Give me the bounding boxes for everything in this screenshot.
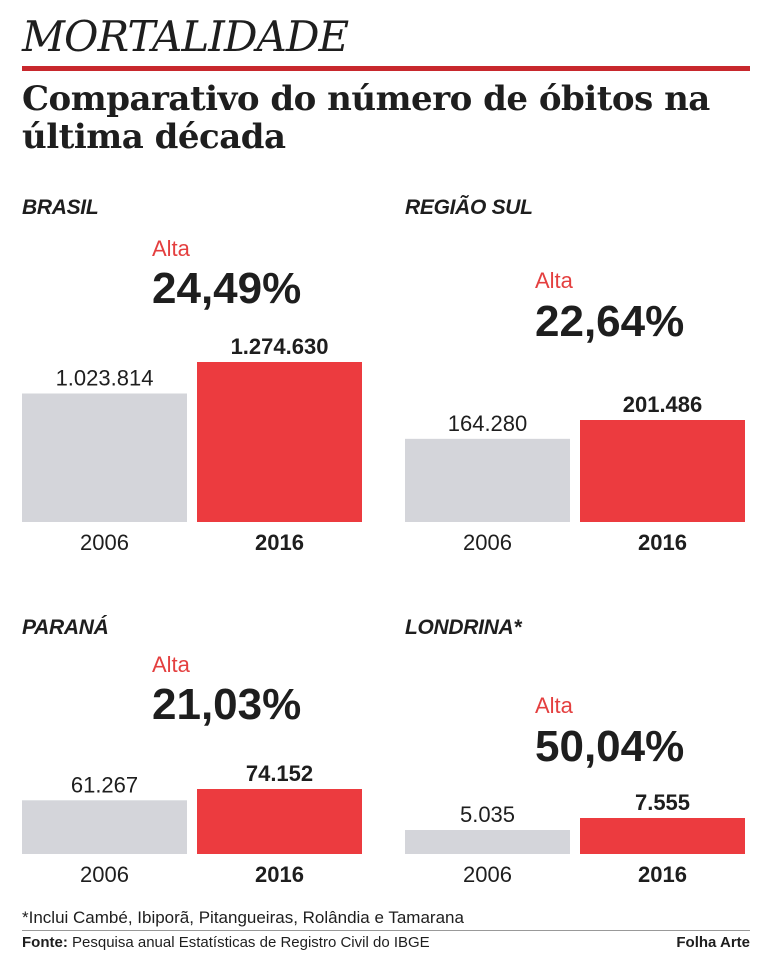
source-text: Pesquisa anual Estatísticas de Registro …	[72, 934, 430, 951]
panel-brasil: BRASIL Alta 24,49% 1.023.814 2006 1.274.630 2…	[22, 196, 367, 556]
panel-title-brasil: BRASIL	[22, 196, 99, 219]
data-label-2006: 1.023.814	[56, 365, 154, 390]
footer-rule	[22, 930, 750, 931]
data-label-2016: 1.274.630	[231, 334, 329, 359]
tick-label-2006: 2006	[80, 530, 129, 555]
chart-regiao-sul: Alta 22,64% 164.280 2006 201.486 2016	[405, 268, 745, 555]
panel-title-regiao-sul: REGIÃO SUL	[405, 196, 533, 219]
change-value: 22,64%	[535, 297, 684, 346]
chart-brasil: Alta 24,49% 1.023.814 2006 1.274.630 2016	[22, 236, 362, 555]
panel-londrina: LONDRINA* Alta 50,04% 5.035 2006 7.555 2016	[405, 616, 750, 976]
data-label-2006: 5.035	[460, 802, 515, 827]
data-label-2016: 74.152	[246, 761, 313, 786]
bar-2006	[405, 438, 570, 522]
bar-2016	[580, 818, 745, 854]
change-label: Alta	[152, 652, 191, 677]
bar-2006	[22, 393, 187, 522]
bar-2016	[197, 362, 362, 522]
tick-label-2016: 2016	[255, 862, 304, 887]
data-label-2016: 7.555	[635, 790, 690, 815]
header-rule	[22, 66, 750, 71]
footnote: *Inclui Cambé, Ibiporã, Pitangueiras, Ro…	[22, 908, 464, 927]
panel-parana: PARANÁ Alta 21,03% 61.267 2006 74.152 2016	[22, 616, 367, 976]
tick-label-2006: 2006	[80, 862, 129, 887]
change-value: 50,04%	[535, 722, 684, 771]
change-label: Alta	[535, 268, 574, 293]
tick-label-2016: 2016	[638, 862, 687, 887]
tick-label-2006: 2006	[463, 530, 512, 555]
source-line: Fonte: Pesquisa anual Estatísticas de Re…	[22, 934, 430, 951]
chart-parana: Alta 21,03% 61.267 2006 74.152 2016	[22, 652, 362, 887]
source-label: Fonte:	[22, 934, 68, 951]
data-label-2006: 164.280	[448, 411, 528, 436]
change-label: Alta	[152, 236, 191, 261]
change-label: Alta	[535, 693, 574, 718]
bar-2016	[197, 789, 362, 854]
panel-title-parana: PARANÁ	[22, 616, 109, 639]
data-label-2006: 61.267	[71, 772, 138, 797]
bar-2016	[580, 420, 745, 522]
tick-label-2016: 2016	[255, 530, 304, 555]
panel-regiao-sul: REGIÃO SUL Alta 22,64% 164.280 2006 201.486 2…	[405, 196, 750, 556]
credit: Folha Arte	[676, 934, 750, 951]
bar-2006	[405, 830, 570, 854]
bar-2006	[22, 800, 187, 854]
kicker-title: MORTALIDADE	[22, 12, 349, 61]
chart-londrina: Alta 50,04% 5.035 2006 7.555 2016	[405, 693, 745, 887]
change-value: 24,49%	[152, 264, 301, 313]
change-value: 21,03%	[152, 680, 301, 729]
tick-label-2016: 2016	[638, 530, 687, 555]
tick-label-2006: 2006	[463, 862, 512, 887]
headline: Comparativo do número de óbitos na últim…	[22, 79, 710, 157]
data-label-2016: 201.486	[623, 392, 703, 417]
panel-title-londrina: LONDRINA*	[405, 616, 522, 639]
